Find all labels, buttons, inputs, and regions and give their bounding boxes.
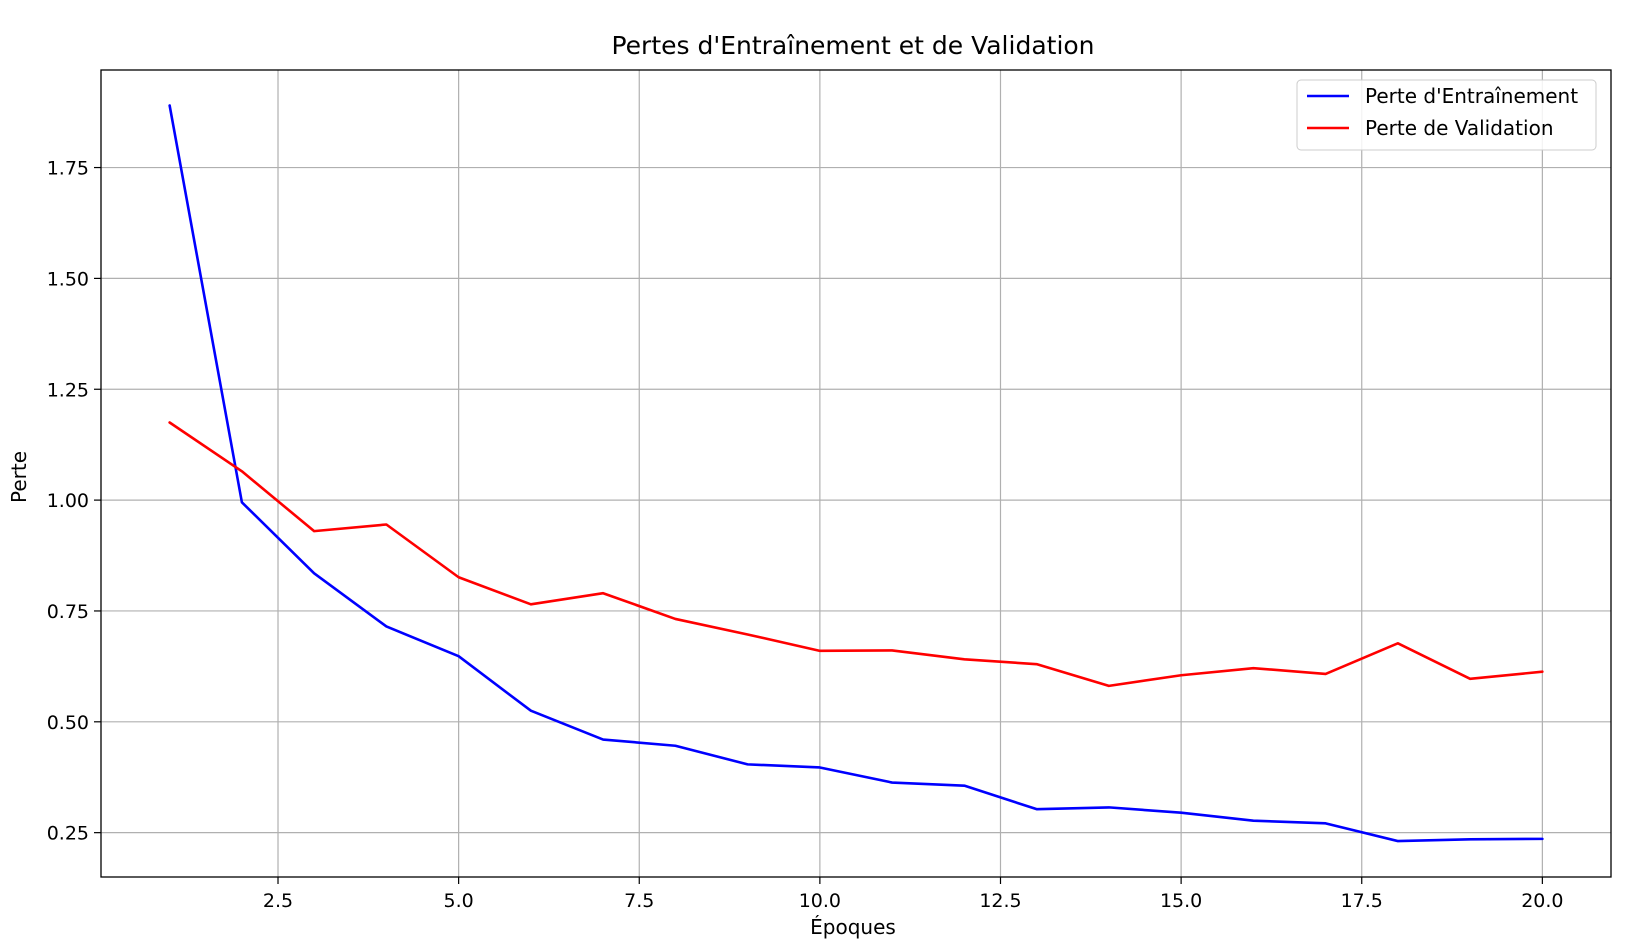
x-tick-label: 2.5	[263, 890, 293, 912]
y-tick-label: 0.25	[47, 823, 89, 845]
y-tick-label: 0.75	[47, 601, 89, 623]
axis-ticks: 2.5 5.0 7.5 10.0 12.5 15.0 17.5 20.0 0.25 0.50 0.7…	[47, 158, 1564, 912]
x-tick-label: 15.0	[1160, 890, 1202, 912]
chart-title: Pertes d'Entraînement et de Validation	[611, 31, 1094, 60]
legend-label-validation: Perte de Validation	[1365, 116, 1554, 140]
x-axis-label: Époques	[810, 915, 896, 939]
x-tick-label: 12.5	[979, 890, 1021, 912]
series-lines	[168, 104, 1544, 843]
training-loss-line	[168, 104, 1544, 843]
validation-loss-line	[168, 421, 1544, 688]
plot-frame	[100, 69, 1612, 878]
x-tick-label: 5.0	[444, 890, 474, 912]
legend-label-training: Perte d'Entraînement	[1365, 84, 1578, 108]
y-axis-label: Perte	[7, 451, 31, 503]
legend: Perte d'Entraînement Perte de Validation	[1296, 79, 1597, 151]
y-tick-label: 1.00	[47, 490, 89, 512]
y-tick-label: 1.25	[47, 379, 89, 401]
legend-box	[1296, 79, 1597, 151]
x-tick-label: 20.0	[1521, 890, 1563, 912]
y-tick-label: 0.50	[47, 712, 89, 734]
x-tick-label: 10.0	[799, 890, 841, 912]
x-tick-label: 7.5	[624, 890, 654, 912]
y-tick-label: 1.75	[47, 158, 89, 180]
x-tick-label: 17.5	[1341, 890, 1383, 912]
y-tick-label: 1.50	[47, 268, 89, 290]
grid-lines	[101, 70, 1611, 877]
